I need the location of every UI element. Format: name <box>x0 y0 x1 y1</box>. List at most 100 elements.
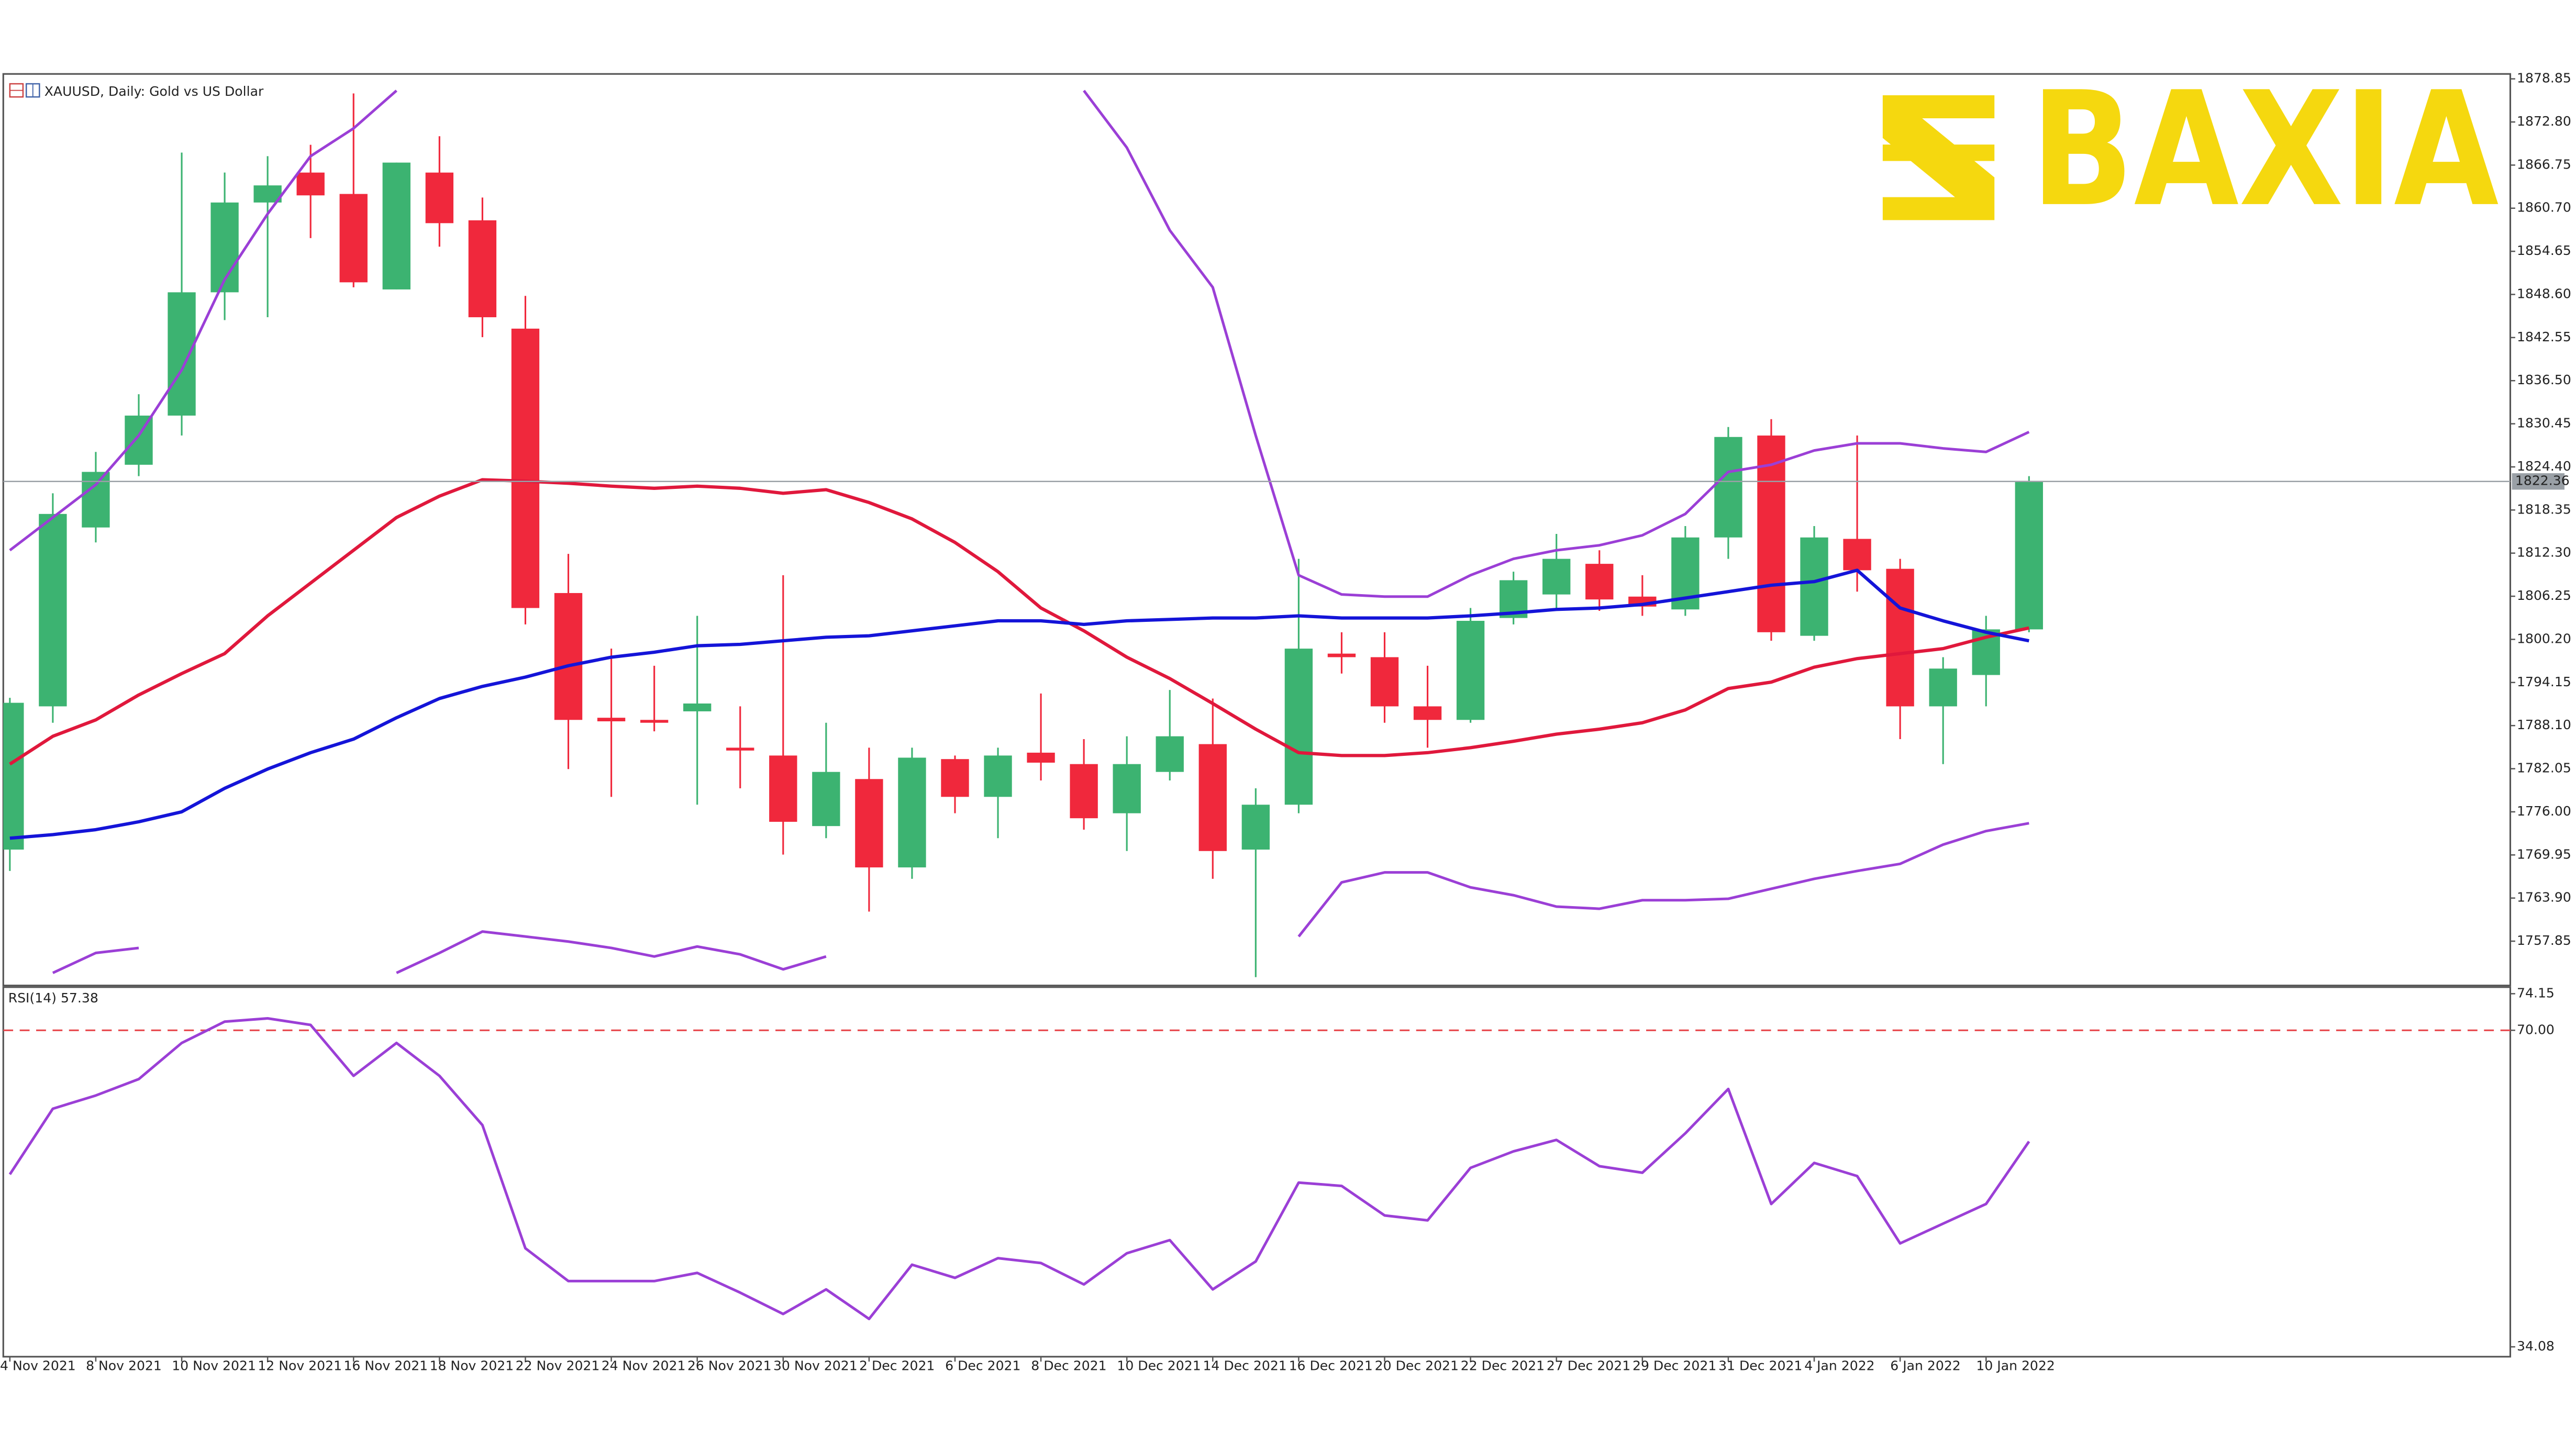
candle-body <box>125 415 153 465</box>
y-tick-label: 1806.25 <box>2517 588 2571 603</box>
y-tick-label: 1830.45 <box>2517 416 2571 431</box>
x-tick-label: 30 Nov 2021 <box>773 1358 858 1374</box>
candle-body <box>168 292 196 416</box>
candle-body <box>1070 764 1098 819</box>
candle-body <box>898 757 926 868</box>
candle-body <box>812 772 840 827</box>
candle-body <box>3 702 24 850</box>
candle-body <box>1585 564 1614 600</box>
logo-text: BAXIA <box>2030 58 2500 242</box>
indicator-line <box>9 90 2030 598</box>
y-tick-label: 1854.65 <box>2517 243 2571 258</box>
x-tick-label: 10 Nov 2021 <box>172 1358 256 1374</box>
current-price-label: 1822.36 <box>2515 473 2570 488</box>
x-tick-label: 26 Nov 2021 <box>687 1358 772 1374</box>
candle-body <box>683 703 712 711</box>
y-tick-label: 1818.35 <box>2517 501 2571 517</box>
candle-body <box>1027 752 1055 763</box>
candle-body <box>1456 621 1485 720</box>
candle-body <box>1843 539 1871 571</box>
x-tick-label: 14 Dec 2021 <box>1203 1358 1286 1374</box>
y-tick-label: 1769.95 <box>2517 846 2571 862</box>
chart-title: XAUUSD, Daily: Gold vs US Dollar <box>45 84 264 99</box>
candle-body <box>554 593 583 720</box>
candle-body <box>1413 706 1442 720</box>
y-tick-label: 70.00 <box>2517 1022 2555 1037</box>
candle-body <box>1757 436 1785 632</box>
candle-body <box>941 759 969 797</box>
candle-body <box>82 472 110 528</box>
indicator-line <box>52 822 2029 974</box>
main-panel-frame <box>2 73 2512 987</box>
rsi-title: RSI(14) 57.38 <box>8 990 98 1006</box>
candle-body <box>1800 537 1828 636</box>
indicator-line <box>8 1017 2030 1321</box>
y-tick-label: 1842.55 <box>2517 329 2571 344</box>
y-tick-label: 1812.30 <box>2517 545 2571 560</box>
rsi-panel-frame <box>2 986 2512 1358</box>
y-tick-label: 1848.60 <box>2517 286 2571 301</box>
y-tick-label: 1794.15 <box>2517 674 2571 689</box>
x-tick-label: 18 Nov 2021 <box>430 1358 514 1374</box>
candle-body <box>769 755 797 822</box>
y-tick-label: 1878.85 <box>2517 71 2571 86</box>
x-tick-label: 22 Nov 2021 <box>516 1358 600 1374</box>
x-tick-label: 20 Dec 2021 <box>1375 1358 1459 1374</box>
x-tick-label: 22 Dec 2021 <box>1461 1358 1545 1374</box>
x-tick-label: 2 Dec 2021 <box>859 1358 935 1374</box>
symbol-icon <box>9 83 40 98</box>
x-tick-label: 8 Nov 2021 <box>86 1358 162 1374</box>
x-tick-label: 4 Jan 2022 <box>1804 1358 1874 1374</box>
y-tick-label: 1763.90 <box>2517 890 2571 905</box>
candle-body <box>597 718 626 722</box>
candle-body <box>1156 736 1184 772</box>
y-tick-label: 1866.75 <box>2517 157 2571 172</box>
candle-body <box>468 220 497 318</box>
candle-body <box>425 172 454 224</box>
candle-body <box>1241 805 1270 850</box>
candle-body <box>640 720 669 723</box>
candle-body <box>726 747 754 751</box>
x-tick-label: 16 Nov 2021 <box>343 1358 428 1374</box>
candle-body <box>1929 668 1957 707</box>
indicator-line <box>9 478 2029 766</box>
logo-icon <box>1882 95 1995 220</box>
y-tick-label: 1776.00 <box>2517 803 2571 819</box>
candle-body <box>1113 764 1141 813</box>
y-tick-label: 1872.80 <box>2517 114 2571 129</box>
candle-body <box>855 779 883 868</box>
x-tick-label: 10 Jan 2022 <box>1976 1358 2055 1374</box>
candle-body <box>1327 653 1356 657</box>
x-tick-label: 12 Nov 2021 <box>258 1358 342 1374</box>
y-tick-label: 1800.20 <box>2517 631 2571 646</box>
current-price-box <box>2512 473 2565 490</box>
indicator-line <box>9 568 2029 840</box>
x-tick-label: 24 Nov 2021 <box>602 1358 686 1374</box>
candle-body <box>382 162 410 289</box>
x-tick-label: 6 Jan 2022 <box>1890 1358 1960 1374</box>
logo: BAXIA <box>1882 58 2500 242</box>
candle-body <box>1370 657 1399 707</box>
candle-body <box>1886 568 1914 707</box>
y-tick-label: 1860.70 <box>2517 200 2571 215</box>
candle-body <box>1542 559 1571 595</box>
main-plot <box>3 90 2511 977</box>
candle-body <box>1198 744 1227 851</box>
candle-body <box>984 755 1012 797</box>
rsi-plot <box>3 1017 2511 1321</box>
x-tick-label: 31 Dec 2021 <box>1718 1358 1802 1374</box>
candle-body <box>511 328 540 608</box>
y-tick-label: 74.15 <box>2517 985 2555 1000</box>
x-tick-label: 4 Nov 2021 <box>0 1358 76 1374</box>
candle-body <box>2015 481 2043 630</box>
candle-body <box>296 172 325 196</box>
y-tick-label: 1757.85 <box>2517 933 2571 948</box>
candle-body <box>1284 649 1313 805</box>
x-tick-label: 6 Dec 2021 <box>945 1358 1020 1374</box>
y-tick-label: 1788.10 <box>2517 717 2571 732</box>
x-tick-label: 27 Dec 2021 <box>1547 1358 1630 1374</box>
x-tick-label: 8 Dec 2021 <box>1031 1358 1106 1374</box>
